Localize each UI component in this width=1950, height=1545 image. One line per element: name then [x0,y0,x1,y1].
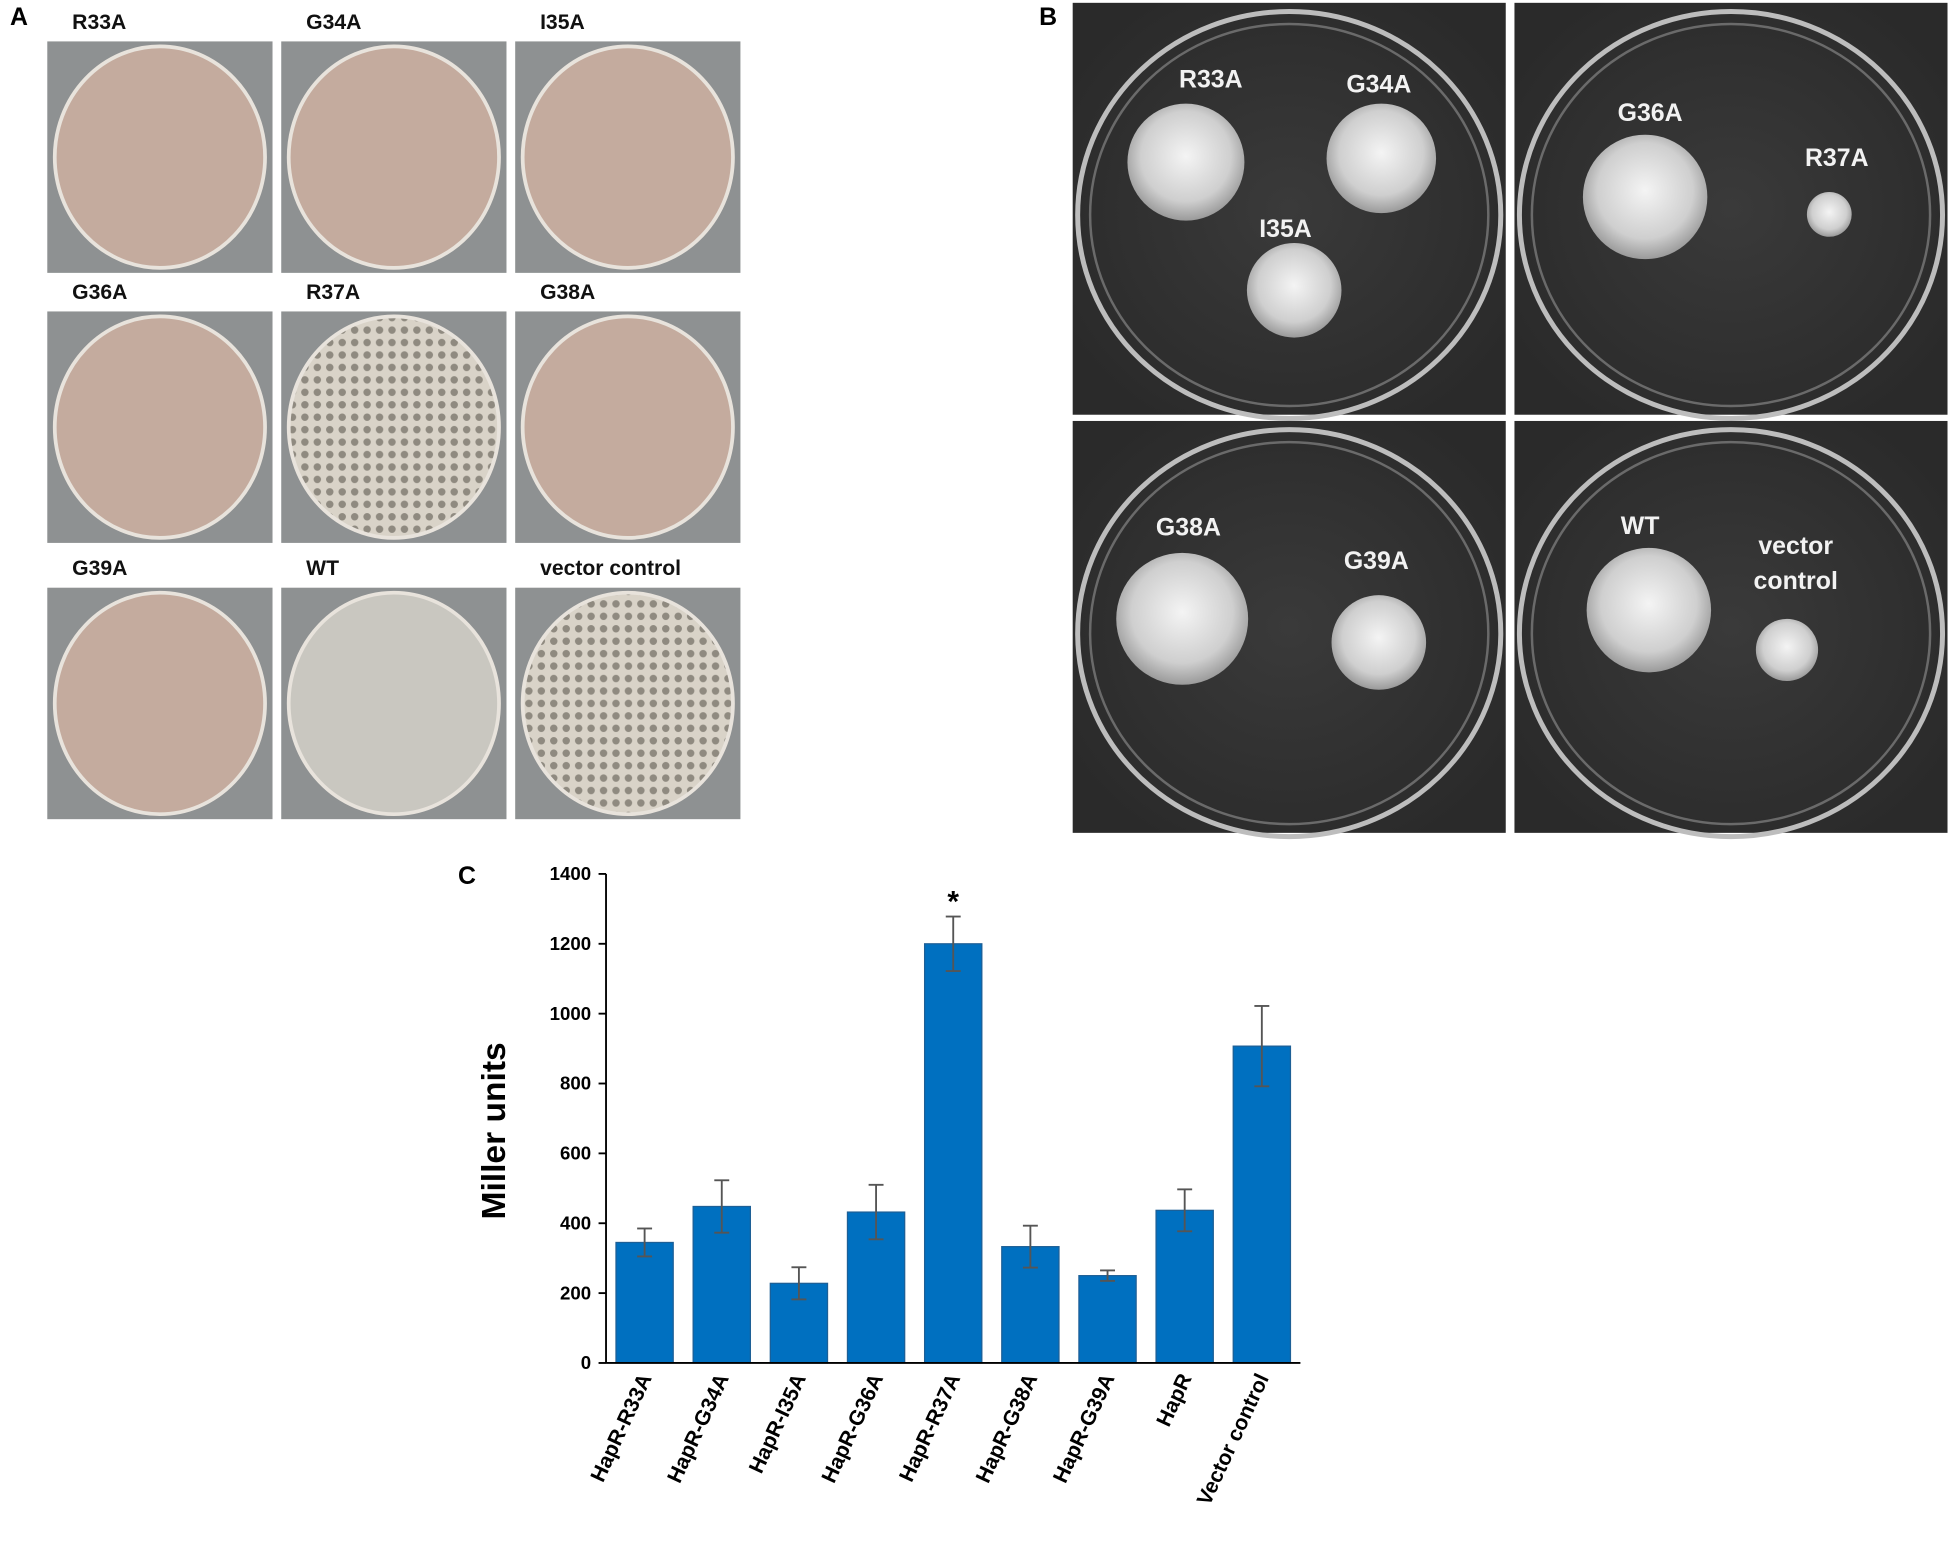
colony [1116,552,1249,685]
tile-label: I35A [540,11,585,34]
plate-photo [1514,420,1948,833]
plate-label: I35A [1259,215,1312,243]
plate-photo [1072,2,1506,415]
x-tick-label: HapR-G38A [972,1370,1042,1486]
bar [1232,1045,1292,1364]
plate-label: G36A [1618,99,1683,127]
x-tick-label: HapR-G36A [818,1370,888,1486]
petri-dish [1516,9,1946,421]
y-tick-label: 1400 [550,863,592,884]
panel-letter: A [10,3,28,31]
colony [520,314,735,540]
petri-dish [1516,427,1946,840]
x-tick-label: HapR-I35A [745,1370,811,1477]
tile-label: WT [306,557,339,580]
colony [52,314,267,540]
colony [1331,595,1427,690]
tile-label: R33A [72,11,126,34]
x-tick-label: HapR-R37A [895,1370,965,1485]
colony [286,314,501,540]
annotation: * [947,886,959,919]
colony [1246,243,1342,338]
tile-label: R37A [306,281,360,304]
colony [520,44,735,270]
y-tick-label: 800 [560,1073,591,1094]
petri-dish-inner [1530,22,1932,408]
plate-label: G34A [1346,70,1411,98]
colony [52,44,267,270]
y-tick-label: 1000 [550,1003,592,1024]
colony [1806,191,1852,237]
plate-label: R37A [1805,144,1869,172]
colony [1326,103,1437,214]
petri-dish [1075,427,1504,840]
tile-label: G39A [72,557,127,580]
colony [1127,103,1245,221]
tile-label: vector control [540,557,681,580]
y-tick-label: 400 [560,1212,591,1233]
bar [923,943,983,1364]
plate-label: G39A [1344,547,1409,575]
y-axis-label: Miller units [476,1042,513,1219]
colony [286,590,501,817]
x-tick-label: HapR [1153,1370,1197,1430]
petri-dish-inner [1530,440,1932,826]
x-tick-label: HapR-R33A [587,1370,657,1485]
x-tick-label: HapR-G39A [1049,1370,1119,1486]
tile-label: G38A [540,281,595,304]
bar [1155,1209,1214,1364]
panel-letter: B [1039,3,1057,31]
plate-label: WT [1621,512,1660,540]
colony [1755,618,1819,682]
plate-label: G38A [1156,513,1221,541]
plate-label: vector control [1753,532,1838,596]
colony [1586,547,1712,673]
x-tick-label: Vector control [1193,1370,1274,1509]
y-tick-label: 600 [560,1143,591,1164]
colony [520,590,735,817]
petri-dish-inner [1088,22,1490,408]
plate-label: R33A [1179,65,1243,93]
bar [615,1241,674,1364]
bar [1078,1275,1137,1364]
colony [286,44,501,270]
y-tick-label: 0 [581,1352,591,1373]
plate-photo [1514,2,1948,415]
petri-dish [1075,9,1504,421]
x-tick-label: HapR-G34A [663,1370,733,1486]
y-tick-label: 200 [560,1282,591,1303]
tile-label: G36A [72,281,127,304]
y-tick-label: 1200 [550,933,592,954]
colony [52,590,267,817]
label-box: vector control [1753,532,1838,596]
petri-dish-inner [1088,440,1490,826]
colony [1582,134,1708,260]
panel-letter: C [458,862,476,890]
tile-label: G34A [306,11,361,34]
